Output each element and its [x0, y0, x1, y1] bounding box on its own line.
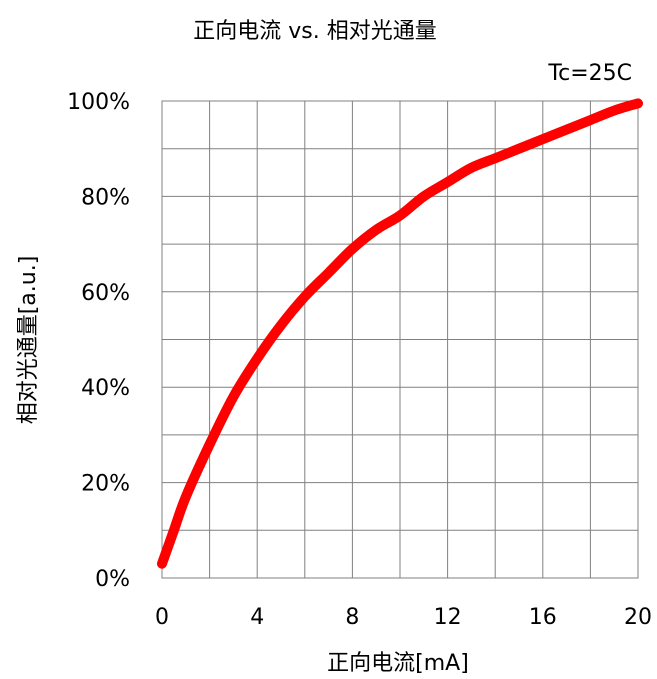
x-tick-label: 20 — [624, 605, 652, 630]
gridlines — [161, 100, 639, 579]
x-tick-labels: 0 4 8 12 16 20 — [155, 605, 652, 630]
x-tick-label: 12 — [434, 605, 462, 630]
series-line — [157, 98, 643, 569]
x-tick-label: 8 — [345, 605, 359, 630]
y-tick-label: 20% — [81, 472, 130, 497]
y-tick-label: 100% — [67, 90, 130, 115]
plot-area — [157, 98, 643, 579]
y-tick-label: 0% — [95, 567, 130, 592]
y-axis-label: 相对光通量[a.u.] — [16, 256, 41, 425]
y-tick-label: 40% — [81, 376, 130, 401]
chart-title: 正向电流 vs. 相对光通量 — [193, 19, 436, 44]
plot-frame — [161, 100, 639, 579]
x-tick-label: 4 — [250, 605, 264, 630]
x-tick-label: 0 — [155, 605, 169, 630]
y-tick-labels: 0% 20% 40% 60% 80% 100% — [67, 90, 130, 592]
y-tick-label: 60% — [81, 281, 130, 306]
y-tick-label: 80% — [81, 185, 130, 210]
test-condition-label: Tc=25C — [547, 61, 632, 86]
series-group — [157, 98, 643, 569]
x-tick-label: 16 — [529, 605, 557, 630]
x-axis-label: 正向电流[mA] — [327, 651, 469, 676]
